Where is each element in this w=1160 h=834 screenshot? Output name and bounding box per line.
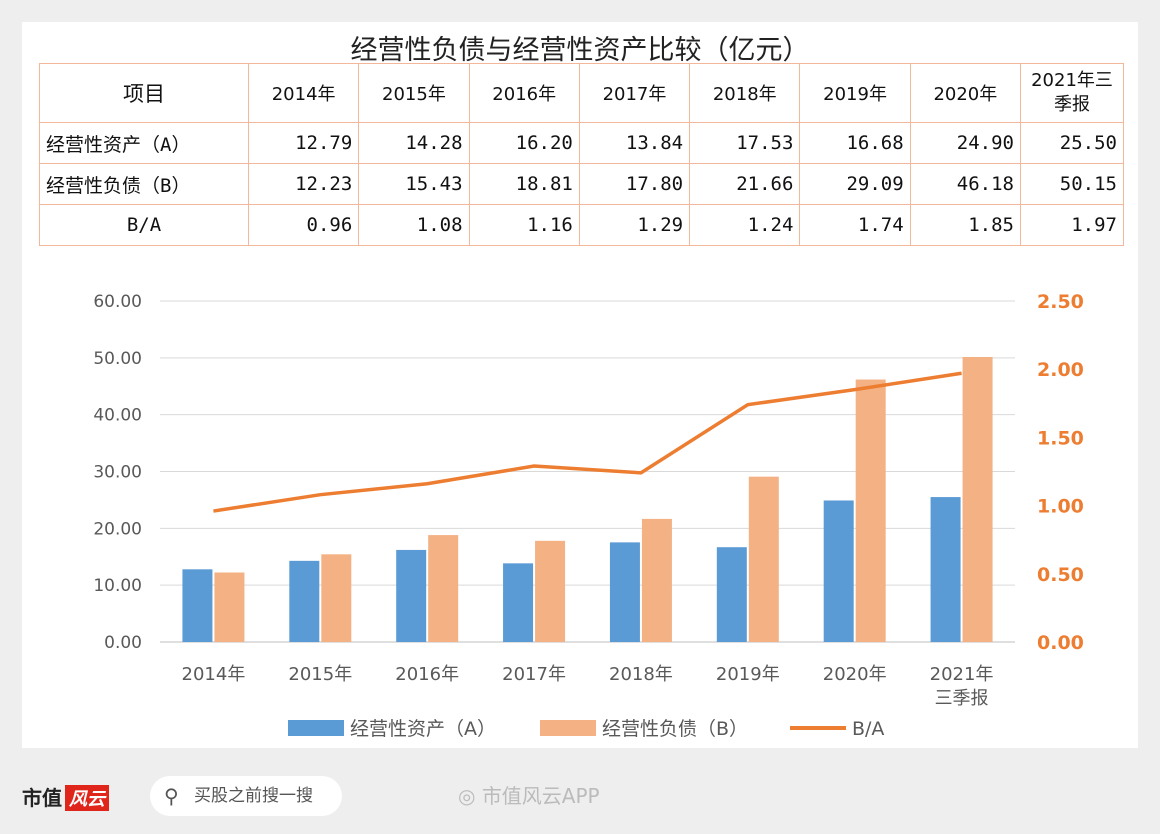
bar-assets [823, 500, 854, 642]
table-cell: 1.08 [358, 204, 470, 246]
table-header-cell: 2015年 [358, 63, 470, 123]
right-tick-label: 0.50 [1037, 564, 1084, 586]
table-cell: 1.97 [1020, 204, 1124, 246]
table-cell: 18.81 [468, 163, 580, 205]
bar-liabilities [641, 518, 672, 642]
right-tick-label: 2.00 [1037, 359, 1084, 381]
search-bar[interactable]: ⚲ 买股之前搜一搜 [150, 776, 342, 816]
table-cell: 1.16 [468, 204, 580, 246]
x-tick-label: 2016年 [395, 664, 459, 685]
x-tick-label: 2015年 [288, 664, 352, 685]
brand-logo: 市值 风云 [22, 782, 109, 811]
bar-liabilities [535, 540, 566, 642]
table-cell: 14.28 [358, 122, 470, 164]
table-cell: 17.80 [578, 163, 691, 205]
chart-title: 经营性负债与经营性资产比较（亿元） [350, 35, 810, 66]
bar-liabilities [321, 554, 352, 642]
table-cell: 1.29 [578, 204, 691, 246]
table-header-cell: 项目 [39, 63, 249, 123]
table-cell: 1.74 [799, 204, 911, 246]
table-header-cell: 2017年 [578, 63, 691, 123]
left-tick-label: 50.00 [93, 349, 142, 369]
legend-swatch [540, 720, 596, 736]
bar-liabilities [962, 356, 993, 642]
row-label: 经营性资产（A） [39, 122, 249, 164]
brand-text: 市值 [22, 786, 62, 810]
right-tick-label: 0.00 [1037, 632, 1084, 654]
x-tick-label: 2018年 [609, 664, 673, 685]
x-tick-label: 2020年 [823, 664, 887, 685]
bar-assets [609, 542, 640, 642]
table-cell: 24.90 [909, 122, 1022, 164]
weibo-text: 市值风云APP [481, 784, 600, 808]
table-cell: 46.18 [909, 163, 1022, 205]
search-icon: ⚲ [164, 784, 179, 808]
bar-assets [182, 569, 213, 642]
search-placeholder: 买股之前搜一搜 [194, 786, 313, 806]
table-header-cell: 2020年 [909, 63, 1022, 123]
bar-assets [716, 547, 747, 642]
row-label: B/A [39, 204, 249, 246]
weibo-icon: ◎ [458, 784, 482, 808]
table-row: 经营性资产（A） 12.79 14.28 16.20 13.84 17.53 16.68 24… [39, 122, 1124, 164]
weibo-watermark: ◎ 市值风云APP [458, 780, 600, 809]
table-header-cell: 2019年 [799, 63, 911, 123]
bar-liabilities [748, 476, 779, 642]
bar-assets [503, 563, 534, 642]
table-header-row: 项目 2014年 2015年 2016年 2017年 2018年 2019年 2… [39, 63, 1124, 123]
table-cell: 1.85 [909, 204, 1022, 246]
right-tick-label: 1.00 [1037, 496, 1084, 518]
table-cell: 16.68 [799, 122, 911, 164]
table-row: B/A 0.96 1.08 1.16 1.29 1.24 1.74 1.85 1.97 [39, 204, 1124, 246]
table-cell: 15.43 [358, 163, 470, 205]
table-cell: 1.24 [689, 204, 801, 246]
left-tick-label: 20.00 [93, 519, 142, 539]
bar-assets [289, 560, 320, 642]
legend-label: 经营性资产（A） [350, 718, 496, 740]
x-tick-label: 2014年 [182, 664, 246, 685]
legend-label: B/A [852, 718, 884, 740]
legend-label: 经营性负债（B） [602, 718, 748, 740]
table-cell: 12.79 [247, 122, 360, 164]
table-cell: 16.20 [468, 122, 580, 164]
table-cell: 29.09 [799, 163, 911, 205]
x-tick-label: 2019年 [716, 664, 780, 685]
table-cell: 50.15 [1020, 163, 1124, 205]
x-tick-label: 2021年三季报 [930, 664, 994, 709]
x-tick-label: 2017年 [502, 664, 566, 685]
right-tick-label: 1.50 [1037, 427, 1084, 449]
bar-liabilities [855, 379, 886, 642]
table-cell: 17.53 [689, 122, 801, 164]
footer: 市值 风云 ⚲ 买股之前搜一搜 ◎ 市值风云APP [0, 770, 1160, 820]
bar-liabilities [214, 572, 245, 642]
left-tick-label: 30.00 [93, 463, 142, 483]
row-label: 经营性负债（B） [39, 163, 249, 205]
bar-assets [930, 497, 961, 642]
data-table: 项目 2014年 2015年 2016年 2017年 2018年 2019年 2… [39, 63, 1124, 246]
left-tick-label: 40.00 [93, 406, 142, 426]
bar-assets [396, 549, 427, 642]
left-tick-label: 10.00 [93, 576, 142, 596]
chart-svg: 0.00 10.00 20.00 30.00 40.00 50.00 60.00 0.00 0.… [93, 291, 1084, 740]
left-tick-label: 60.00 [93, 292, 142, 312]
table-header-cell: 2021年三季报 [1020, 63, 1124, 123]
legend-swatch [288, 720, 344, 736]
table-row: 经营性负债（B） 12.23 15.43 18.81 17.80 21.66 29.09 46… [39, 163, 1124, 205]
brand-box: 风云 [65, 785, 109, 811]
ratio-line [213, 371, 962, 513]
right-tick-label: 2.50 [1037, 291, 1084, 313]
bar-liabilities [428, 535, 459, 642]
left-tick-label: 0.00 [104, 633, 142, 653]
